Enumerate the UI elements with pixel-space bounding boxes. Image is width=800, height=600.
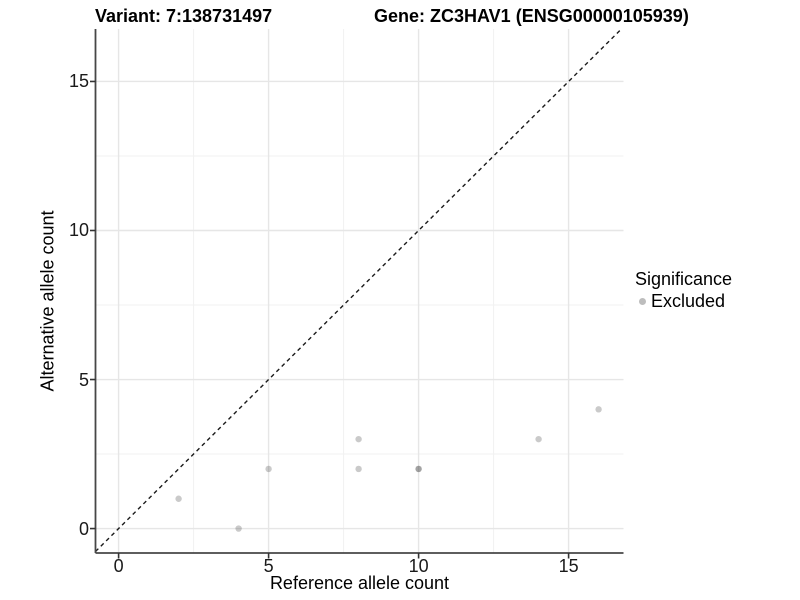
- data-point: [415, 465, 422, 473]
- data-point: [415, 465, 422, 473]
- plot-title-variant: Variant: 7:138731497: [95, 6, 273, 26]
- legend-point-icon: [639, 298, 646, 305]
- data-point: [175, 495, 182, 502]
- y-tick-label: 15: [68, 71, 89, 92]
- data-point: [265, 465, 272, 473]
- data-point: [355, 465, 362, 473]
- x-axis-label: Reference allele count: [269, 573, 450, 593]
- data-point: [595, 406, 602, 413]
- data-point: [355, 435, 362, 443]
- x-tick-label: 10: [408, 556, 429, 576]
- x-tick-label: 15: [558, 556, 579, 576]
- legend: Significance Excluded: [635, 269, 732, 312]
- data-point: [235, 525, 242, 532]
- x-tick-label: 0: [113, 556, 124, 576]
- y-axis-label: Alternative allele count: [37, 210, 58, 392]
- x-tick-label: 5: [263, 556, 274, 576]
- identity-reference-line: [95, 28, 622, 553]
- y-tick-label: 5: [78, 369, 89, 390]
- plot-title-gene: Gene: ZC3HAV1 (ENSG00000105939): [374, 6, 689, 26]
- data-point: [535, 435, 542, 443]
- y-tick-label: 10: [68, 220, 89, 241]
- legend-item-excluded: Excluded: [639, 291, 732, 312]
- legend-item-label: Excluded: [651, 291, 726, 311]
- legend-title: Significance: [635, 269, 733, 289]
- y-tick-label: 0: [78, 518, 89, 539]
